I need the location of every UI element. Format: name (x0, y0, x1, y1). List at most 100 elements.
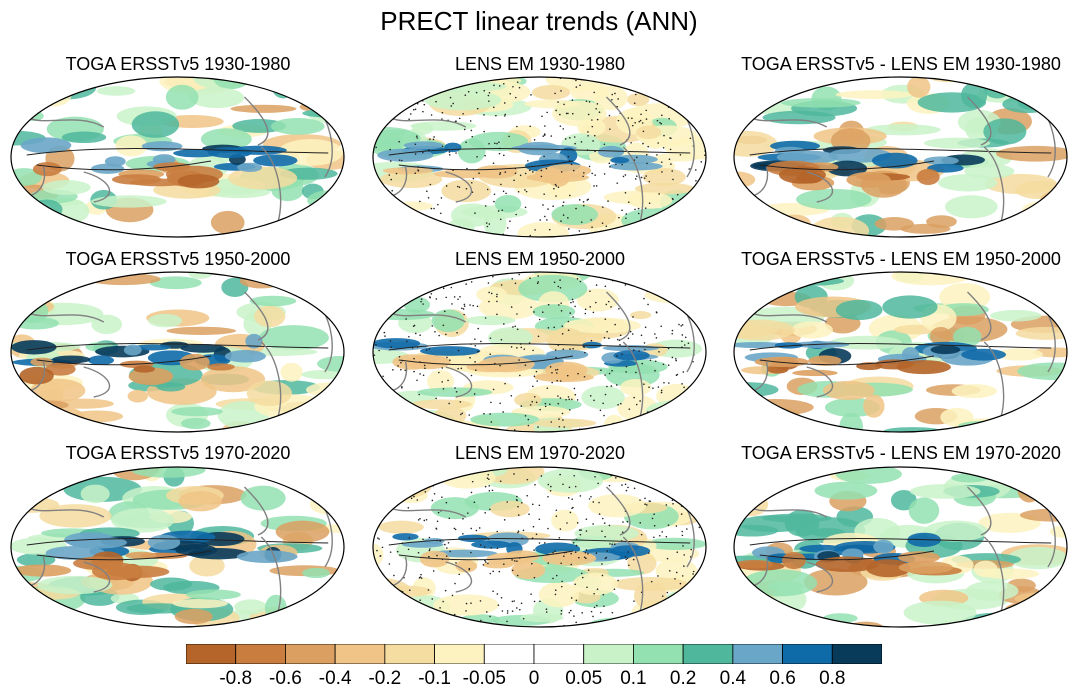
stipple-dot (551, 381, 553, 384)
stipple-dot (704, 414, 706, 416)
stipple-dot (559, 279, 561, 281)
stipple-dot (535, 370, 538, 373)
stipple-dot (626, 520, 629, 523)
field-patch (149, 276, 202, 290)
colorbar-swatch (483, 643, 535, 665)
stipple-dot (453, 527, 456, 530)
stipple-dot (578, 230, 581, 232)
stipple-dot (574, 551, 577, 553)
tropical-band-patch (610, 545, 651, 557)
field-patch (621, 207, 693, 234)
stipple-dot (701, 384, 704, 387)
field-patch (189, 87, 245, 109)
field-patch (410, 121, 477, 131)
coastline (622, 146, 644, 223)
stipple-dot (517, 531, 519, 534)
stipple-dot (479, 600, 482, 602)
stipple-dot (611, 98, 613, 101)
field-patch (450, 203, 494, 228)
tropical-band-patch (52, 355, 91, 364)
stipple-dot (633, 600, 635, 602)
stipple-dot (513, 179, 515, 182)
field-patch (537, 468, 604, 493)
field-patch (581, 385, 625, 410)
stipple-dot (668, 570, 671, 572)
stipple-dot (470, 181, 473, 184)
map-border (372, 271, 707, 433)
stipple-dot (585, 518, 588, 520)
stipple-dot (675, 374, 678, 377)
field-patch (938, 174, 998, 192)
stipple-dot (408, 589, 411, 592)
stipple-dot (681, 334, 684, 336)
field-patch (380, 170, 443, 188)
stipple-dot (545, 167, 548, 170)
stipple-dot (625, 365, 628, 368)
stipple-dot (437, 203, 439, 206)
stipple-dot (568, 228, 570, 230)
stipple-dot (373, 318, 375, 320)
stipple-dot (428, 348, 431, 350)
stipple-dot (591, 119, 593, 121)
stipple-dot (567, 329, 570, 332)
stipple-dot (588, 165, 591, 168)
map-border (10, 76, 345, 238)
coastline (388, 116, 467, 128)
stipple-dot (397, 489, 399, 491)
stipple-dot (375, 611, 378, 614)
stipple-dot (535, 533, 538, 536)
dry-band-patch (898, 561, 953, 574)
stipple-dot (574, 393, 577, 396)
stipple-dot (394, 90, 396, 92)
field-patch (563, 317, 641, 334)
stipple-dot (490, 292, 493, 295)
stipple-dot (441, 381, 443, 383)
field-patch (1008, 546, 1067, 570)
stipple-dot (591, 125, 594, 128)
colorbar-tick-label: -0.6 (269, 668, 302, 689)
stipple-dot (667, 347, 670, 350)
stipple-dot (546, 387, 549, 389)
stipple-dot (378, 538, 380, 540)
field-patch (634, 182, 695, 195)
stipple-dot (595, 107, 597, 110)
stipple-dot (562, 128, 565, 130)
stipple-dot (446, 547, 448, 549)
stipple-dot (484, 512, 486, 514)
stipple-dot (492, 162, 495, 164)
stipple-dot (643, 297, 645, 300)
stipple-dot (595, 301, 597, 304)
stipple-dot (543, 155, 545, 158)
stipple-dot (517, 530, 520, 532)
stipple-dot (376, 549, 378, 552)
stipple-dot (684, 619, 686, 621)
stipple-dot (409, 601, 411, 603)
stipple-dot (421, 96, 424, 98)
stipple-dot (373, 391, 374, 393)
stipple-dot (396, 408, 399, 410)
field-patch (983, 118, 1027, 145)
field-patch (656, 610, 706, 627)
field-patch (534, 418, 597, 428)
field-patch (661, 592, 695, 618)
stipple-dot (503, 115, 506, 117)
stipple-dot (587, 234, 589, 237)
stipple-dot (547, 562, 550, 564)
stipple-dot (560, 585, 563, 588)
stipple-dot (681, 340, 683, 343)
stipple-dot (445, 333, 447, 336)
stipple-dot (562, 419, 564, 421)
stipple-dot (527, 424, 530, 427)
stipple-dot (483, 546, 486, 548)
stipple-dot (675, 525, 678, 527)
stipple-dot (484, 559, 486, 562)
climatology-contour (398, 550, 574, 561)
stipple-dot (646, 477, 648, 479)
dry-band-patch (735, 559, 774, 569)
stipple-dot (447, 379, 449, 382)
stipple-dot (464, 94, 467, 97)
stipple-dot (413, 357, 415, 360)
stipple-dot (568, 137, 571, 139)
stipple-dot (576, 277, 579, 280)
climatology-contour (749, 538, 1052, 546)
